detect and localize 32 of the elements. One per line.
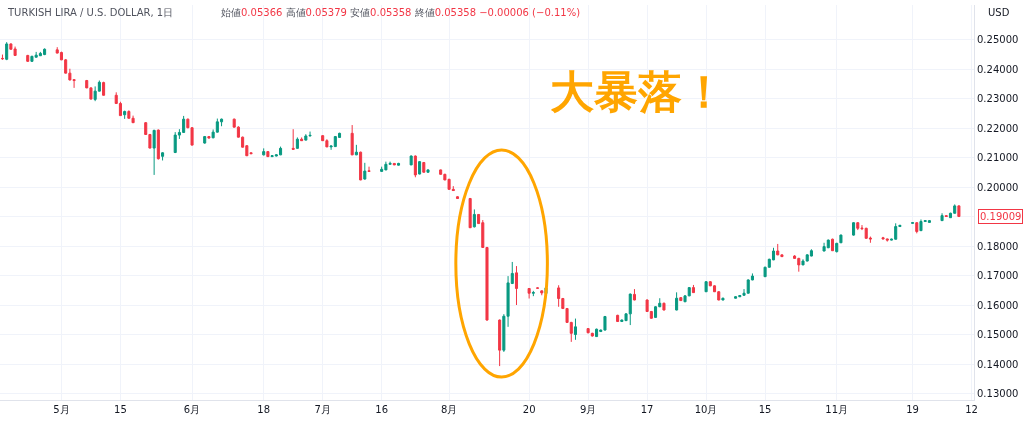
y-tick-label: 0.24000 bbox=[977, 63, 1019, 75]
y-tick-label: 0.23000 bbox=[977, 93, 1019, 105]
text: 0.19009 bbox=[980, 211, 1022, 222]
x-tick-label: 15 bbox=[758, 404, 772, 415]
x-tick-label: 11月 bbox=[825, 404, 849, 415]
text: 始値0.05366 高値0.05379 安値0.05358 終値0.05358 −0.00006 (−0.11%) bbox=[221, 7, 581, 18]
x-tick-label: 12 bbox=[965, 404, 978, 415]
x-tick-label: 6月 bbox=[183, 404, 201, 415]
y-tick-label: 0.14000 bbox=[977, 358, 1019, 370]
y-tick-label: 0.18000 bbox=[977, 240, 1019, 252]
y-tick-label: 0.20000 bbox=[977, 181, 1019, 193]
x-tick-label: 9月 bbox=[579, 404, 597, 415]
x-tick-label: 16 bbox=[375, 404, 389, 415]
x-tick-label: 18 bbox=[257, 404, 271, 415]
x-tick-label: 17 bbox=[640, 404, 654, 415]
y-tick-label: 0.22000 bbox=[977, 122, 1019, 134]
x-tick-label: 8月 bbox=[440, 404, 458, 415]
y-tick-label: 0.25000 bbox=[977, 34, 1019, 46]
x-tick-label: 7月 bbox=[314, 404, 331, 415]
chart-title: TURKISH LIRA / U.S. DOLLAR, 1日 bbox=[7, 7, 174, 18]
x-tick-label: 19 bbox=[906, 404, 919, 415]
y-axis-title: USD bbox=[988, 7, 1010, 18]
y-tick-label: 0.13000 bbox=[977, 388, 1019, 400]
y-tick-label: 0.15000 bbox=[977, 329, 1019, 341]
y-tick-label: 0.17000 bbox=[977, 270, 1019, 282]
x-tick-label: 20 bbox=[522, 404, 536, 415]
x-tick-label: 5月 bbox=[53, 404, 70, 415]
x-tick-label: 15 bbox=[114, 404, 127, 415]
x-tick-label: 10月 bbox=[694, 404, 718, 415]
y-tick-label: 0.21000 bbox=[977, 152, 1019, 164]
annotation: 大暴落！ bbox=[550, 66, 726, 117]
y-tick-label: 0.16000 bbox=[977, 299, 1019, 311]
